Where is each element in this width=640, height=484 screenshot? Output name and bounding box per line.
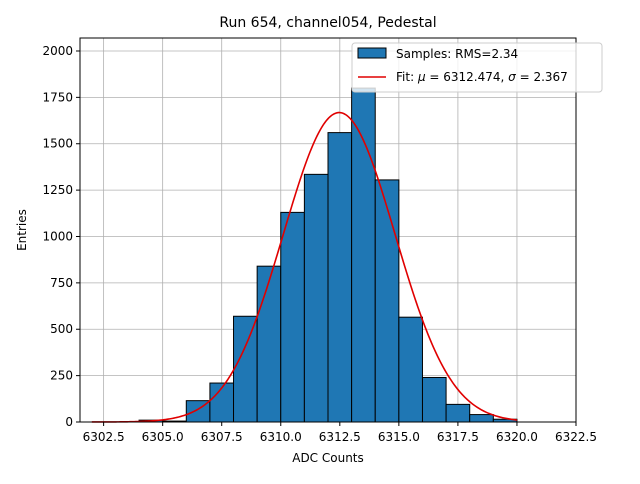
histogram-bar <box>351 87 376 423</box>
y-tick-label: 1750 <box>42 90 73 104</box>
x-tick-label: 6317.5 <box>437 430 479 444</box>
legend-histogram-label: Samples: RMS=2.34 <box>396 47 518 61</box>
histogram-bar <box>421 376 447 423</box>
y-axis-ticks: 0 250 500 750 1000 1250 1500 1750 2000 <box>42 44 80 429</box>
x-axis-ticks: 6302.5 6305.0 6307.5 6310.0 6312.5 6315.0 6317… <box>83 422 597 444</box>
legend: Samples: RMS=2.34 Fit: μ = 6312.474, σ =… <box>351 42 603 93</box>
y-tick-label: 1500 <box>42 137 73 151</box>
histogram-bar <box>374 179 400 423</box>
histogram-bar <box>445 403 471 423</box>
fit-layer <box>91 111 518 423</box>
x-tick-label: 6322.5 <box>555 430 597 444</box>
legend-frame <box>351 42 603 93</box>
y-axis-label: Entries <box>15 209 29 251</box>
x-tick-label: 6310.0 <box>260 430 302 444</box>
y-tick-label: 1000 <box>42 229 73 243</box>
x-tick-label: 6302.5 <box>83 430 125 444</box>
plot-frame <box>79 37 577 423</box>
x-axis-label: ADC Counts <box>292 451 364 465</box>
histogram-bar <box>280 211 305 423</box>
x-tick-label: 6312.5 <box>319 430 361 444</box>
x-tick-label: 6305.0 <box>142 430 184 444</box>
histogram-bar <box>469 414 494 423</box>
legend-histogram-swatch <box>357 47 387 59</box>
histogram-bars <box>138 87 518 423</box>
histogram-bar <box>398 316 423 423</box>
histogram-bar <box>256 265 282 423</box>
y-tick-label: 2000 <box>42 44 73 58</box>
histogram-bar <box>233 315 258 423</box>
y-tick-label: 250 <box>50 369 73 383</box>
y-tick-label: 750 <box>50 276 73 290</box>
x-tick-label: 6307.5 <box>201 430 243 444</box>
chart-title: Run 654, channel054, Pedestal <box>219 15 436 31</box>
x-tick-label: 6320.0 <box>496 430 538 444</box>
y-tick-label: 0 <box>65 415 73 429</box>
histogram-bar <box>327 132 353 423</box>
y-tick-label: 500 <box>50 322 73 336</box>
y-tick-label: 1250 <box>42 183 73 197</box>
legend-fit-label: Fit: μ = 6312.474, σ = 2.367 <box>396 70 568 84</box>
x-tick-label: 6315.0 <box>378 430 420 444</box>
gaussian-fit-curve <box>91 111 518 423</box>
histogram-bar <box>303 173 329 423</box>
